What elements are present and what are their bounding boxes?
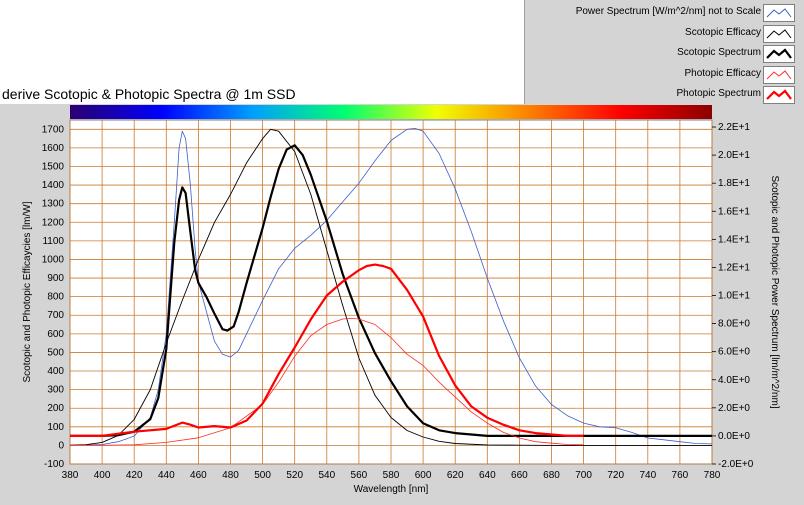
legend-item-1: Power Spectrum [W/m^2/nm] not to Scale [525,2,804,22]
y-tick-label: 400 [47,366,64,377]
x-tick-label: 600 [415,470,432,481]
x-tick-label: 560 [351,470,368,481]
y-tick-label: -100 [44,459,64,470]
x-tick-label: 580 [383,470,400,481]
series-line-2 [69,128,712,446]
legend-swatch [763,86,795,104]
y2-tick-label: 4.0E+0 [718,375,750,386]
legend-item-4: Photopic Efficacy [525,64,804,84]
x-tick-label: 380 [62,470,79,481]
legend-label: Photopic Efficacy [684,67,761,79]
y-tick-label: 900 [47,273,64,284]
y2-tick-label: 2.0E+1 [718,150,750,161]
y-tick-label: 1000 [42,254,65,265]
x-tick-label: 540 [318,470,335,481]
x-tick-label: 400 [94,470,111,481]
x-tick-label: 660 [511,470,528,481]
y-tick-label: 1600 [42,143,65,154]
y2-tick-label: 1.4E+1 [718,234,750,245]
chart-title: derive Scotopic & Photopic Spectra @ 1m … [2,86,296,102]
x-tick-label: 620 [447,470,464,481]
y-tick-label: 1400 [42,180,65,191]
legend-swatch [763,45,795,63]
legend-label: Scotopic Spectrum [677,47,761,58]
y-tick-label: 600 [47,329,64,340]
legend-item-2: Scotopic Efficacy [525,23,804,43]
legend-label: Scotopic Efficacy [685,26,761,38]
chart-svg: 380 400 420 440 460 480 500 520 540 560 580 600 620 6… [22,105,780,495]
y-tick-label: 1500 [42,161,65,172]
y-tick-label: 500 [47,347,64,358]
y-tick-label: 300 [47,385,64,396]
legend-swatch [763,4,795,22]
y2-tick-label: 1.8E+1 [718,178,750,189]
y2-axis-label: Scotopic and Photopic Power Spectrum [lm… [769,175,780,408]
plot-panel: 380 400 420 440 460 480 500 520 540 560 580 600 620 6… [0,104,804,505]
x-tick-label: 460 [190,470,207,481]
y2-tick-label: 1.0E+1 [718,291,750,302]
x-tick-label: 780 [704,470,721,481]
y-tick-label: 100 [47,422,64,433]
y-axis-label: Scotopic and Photopic Efficaycies [lm/W] [22,201,33,382]
x-tick-label: 500 [254,470,271,481]
legend-label: Photopic Spectrum [676,88,762,99]
legend-item-5: Photopic Spectrum [525,84,804,104]
y-tick-label: 1200 [42,217,65,228]
y2-tick-label: 6.0E+0 [718,347,750,358]
series-line-4 [69,317,584,446]
y2-tick-label: 2.2E+1 [718,122,750,133]
spectrum-bar [70,105,712,119]
legend-label: Power Spectrum [W/m^2/nm] not to Scale [575,6,761,17]
y2-tick-label: -2.0E+0 [718,459,754,470]
y2-tick-label: 1.2E+1 [718,262,750,273]
series-line-5 [70,263,584,437]
legend-item-3: Scotopic Spectrum [525,43,804,63]
x-tick-label: 480 [222,470,239,481]
x-tick-label: 760 [672,470,689,481]
series-line-1 [69,127,713,446]
y2-tick-label: 8.0E+0 [718,319,750,330]
y-tick-label: 1300 [42,199,65,210]
y-tick-label: 700 [47,310,64,321]
y-tick-label: 0 [58,440,64,451]
legend-swatch [763,24,795,43]
y-tick-label: 200 [47,403,64,414]
x-axis-label: Wavelength [nm] [354,484,429,495]
y-tick-label: 1100 [42,236,64,247]
x-tick-label: 700 [575,470,592,481]
y-tick-label: 1700 [42,124,65,135]
x-tick-label: 520 [286,470,303,481]
x-tick-label: 680 [543,470,560,481]
x-tick-label: 640 [479,470,496,481]
x-tick-label: 740 [639,470,656,481]
x-tick-label: 720 [607,470,624,481]
y2-tick-label: 2.0E+0 [718,403,750,414]
y-tick-label: 800 [47,292,64,303]
legend: Power Spectrum [W/m^2/nm] not to Scale Sc… [524,0,804,104]
y2-tick-label: 1.6E+1 [718,206,750,217]
x-tick-label: 440 [158,470,175,481]
legend-swatch [763,65,795,84]
series-line-3 [70,144,712,437]
x-tick-label: 420 [126,470,143,481]
y2-tick-label: 0.0E+0 [718,431,750,442]
